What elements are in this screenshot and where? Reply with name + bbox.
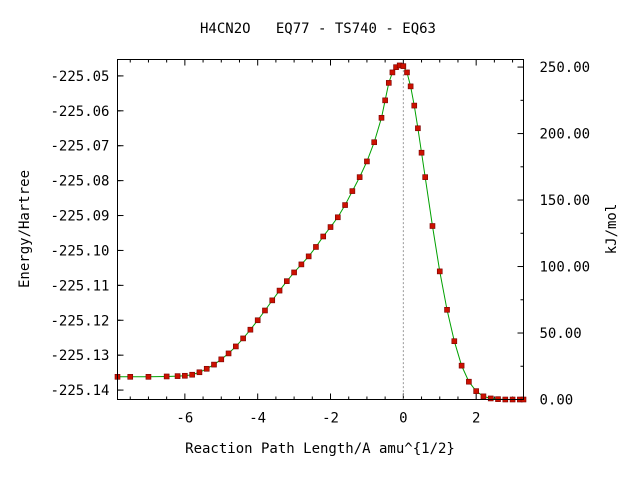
- y-left-tick-label: -225.08: [50, 174, 109, 190]
- data-point: [429, 223, 436, 229]
- data-point: [480, 393, 487, 400]
- data-point: [233, 343, 239, 350]
- data-point: [466, 378, 472, 385]
- data-point: [203, 365, 210, 372]
- data-point: [382, 97, 388, 104]
- energy-curve: [117, 64, 524, 400]
- y-axis-label-left: Energy/Hartree: [17, 170, 33, 288]
- y-right-tick-label: 250.00: [540, 60, 591, 76]
- y-left-tick-label: -225.11: [50, 278, 109, 294]
- data-point: [247, 326, 254, 333]
- x-tick-label: -4: [249, 411, 266, 427]
- data-point: [371, 139, 378, 146]
- y-left-tick-label: -225.14: [50, 383, 109, 399]
- data-point: [320, 233, 327, 240]
- x-tick-label: -6: [176, 411, 193, 427]
- data-point: [404, 69, 410, 76]
- data-point: [291, 269, 297, 276]
- data-point: [487, 395, 494, 402]
- y-right-tick-label: 150.00: [540, 193, 591, 209]
- data-point: [305, 253, 312, 260]
- x-tick-label: 0: [399, 411, 407, 427]
- data-point: [349, 188, 356, 194]
- data-point: [163, 373, 170, 380]
- y-left-tick-label: -225.12: [50, 313, 109, 329]
- data-point: [415, 125, 421, 132]
- x-axis-label: Reaction Path Length/A amu^{1/2}: [185, 441, 455, 457]
- data-point: [451, 338, 458, 345]
- data-point: [240, 335, 246, 342]
- y-right-tick-label: 50.00: [540, 326, 582, 342]
- data-point: [276, 287, 283, 294]
- data-point: [400, 63, 407, 69]
- data-point: [356, 174, 363, 180]
- data-point: [269, 297, 276, 304]
- y-right-tick-label: 100.00: [540, 260, 591, 276]
- data-point: [444, 306, 450, 313]
- data-point: [364, 158, 370, 165]
- y-axis-label-right: kJ/mol: [604, 204, 620, 255]
- data-point: [436, 268, 443, 275]
- data-point: [422, 174, 428, 180]
- y-left-tick-label: -225.06: [50, 104, 109, 120]
- data-point: [189, 371, 195, 378]
- data-point: [411, 102, 418, 109]
- data-point: [254, 317, 261, 324]
- data-point: [327, 224, 334, 230]
- data-point: [284, 278, 290, 284]
- data-point: [418, 149, 425, 156]
- data-point: [127, 374, 134, 380]
- data-point: [378, 114, 385, 121]
- plot-frame: [117, 59, 524, 400]
- data-point: [174, 373, 181, 379]
- data-point: [473, 388, 479, 394]
- y-left-tick-label: -225.10: [50, 243, 109, 259]
- data-point: [342, 202, 348, 208]
- y-right-tick-label: 200.00: [540, 127, 591, 143]
- data-point: [145, 374, 152, 380]
- data-point: [211, 361, 217, 368]
- data-point: [196, 369, 203, 376]
- data-point: [313, 244, 319, 250]
- data-point: [407, 83, 414, 90]
- data-point: [182, 372, 188, 379]
- data-point: [334, 214, 341, 221]
- data-point: [458, 362, 465, 369]
- data-point: [262, 307, 268, 314]
- y-left-tick-label: -225.09: [50, 209, 109, 225]
- chart-title: H4CN2O EQ77 - TS740 - EQ63: [200, 21, 436, 37]
- data-point: [298, 261, 305, 268]
- data-point: [218, 356, 225, 363]
- y-left-tick-label: -225.07: [50, 139, 109, 155]
- data-point: [389, 69, 396, 76]
- y-left-tick-label: -225.13: [50, 348, 109, 364]
- y-right-tick-label: 0.00: [540, 393, 574, 409]
- y-left-tick-label: -225.05: [50, 69, 109, 85]
- data-point: [385, 80, 392, 86]
- x-tick-label: -2: [322, 411, 339, 427]
- x-tick-label: 2: [472, 411, 480, 427]
- data-point: [225, 350, 232, 357]
